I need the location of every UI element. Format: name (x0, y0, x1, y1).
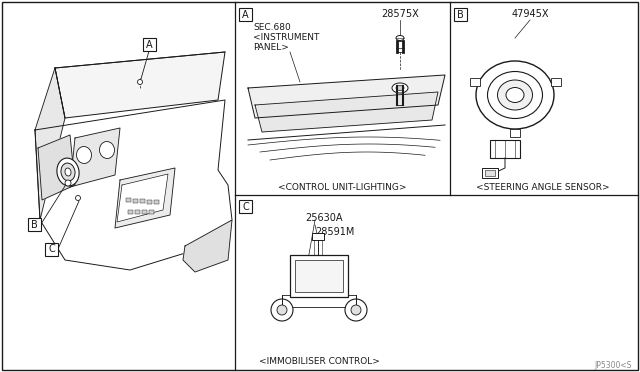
Text: A: A (242, 10, 249, 19)
Text: 47945X: 47945X (511, 9, 548, 19)
Bar (135, 210, 140, 214)
Ellipse shape (61, 163, 75, 181)
Bar (142, 210, 147, 214)
Ellipse shape (396, 35, 404, 41)
Text: SEC.680: SEC.680 (253, 22, 291, 32)
Circle shape (65, 180, 71, 186)
Bar (147, 199, 152, 203)
Ellipse shape (506, 87, 524, 103)
Polygon shape (38, 135, 75, 200)
Bar (485, 170, 495, 176)
Ellipse shape (345, 299, 367, 321)
Bar (239, 8, 252, 21)
Text: <STEERING ANGLE SENSOR>: <STEERING ANGLE SENSOR> (476, 183, 610, 192)
Text: B: B (31, 219, 38, 230)
Bar (482, 168, 498, 178)
Text: C: C (242, 202, 249, 212)
Text: 25630A: 25630A (305, 213, 342, 223)
Polygon shape (255, 92, 438, 132)
Text: <INSTRUMENT: <INSTRUMENT (253, 33, 319, 42)
Bar (290, 255, 348, 297)
Polygon shape (183, 220, 232, 272)
Text: B: B (457, 10, 464, 19)
Bar (490, 140, 520, 158)
Bar (126, 198, 131, 202)
Ellipse shape (77, 147, 92, 163)
Bar (282, 295, 356, 307)
Bar (454, 8, 467, 21)
Text: PANEL>: PANEL> (253, 44, 289, 52)
Polygon shape (117, 174, 168, 222)
Polygon shape (35, 100, 232, 270)
Ellipse shape (476, 61, 554, 129)
Text: <IMMOBILISER CONTROL>: <IMMOBILISER CONTROL> (259, 357, 380, 366)
Polygon shape (55, 52, 225, 118)
Text: JP5300<S: JP5300<S (595, 360, 632, 369)
Bar (470, 78, 480, 86)
Bar (128, 210, 133, 214)
Bar (295, 260, 343, 292)
Ellipse shape (396, 86, 404, 90)
Ellipse shape (488, 71, 543, 119)
Bar (28, 218, 41, 231)
Bar (551, 78, 561, 86)
Ellipse shape (65, 168, 71, 176)
Text: <CONTROL UNIT-LIGHTING>: <CONTROL UNIT-LIGHTING> (278, 183, 406, 192)
Bar (154, 200, 159, 204)
Bar (140, 199, 145, 203)
Polygon shape (35, 68, 65, 220)
Text: 28591M: 28591M (315, 227, 355, 237)
Ellipse shape (277, 305, 287, 315)
Polygon shape (115, 168, 175, 228)
Bar (45, 243, 58, 256)
Bar (239, 200, 252, 213)
Bar (143, 38, 156, 51)
Polygon shape (70, 128, 120, 187)
Bar (312, 233, 324, 240)
Text: C: C (48, 244, 55, 254)
Text: 28575X: 28575X (381, 9, 419, 19)
Bar (510, 129, 520, 137)
Ellipse shape (497, 80, 532, 110)
Text: A: A (146, 39, 153, 49)
Ellipse shape (392, 83, 408, 93)
Bar (149, 210, 154, 214)
Ellipse shape (99, 141, 115, 158)
Ellipse shape (351, 305, 361, 315)
Polygon shape (248, 75, 445, 118)
Bar (133, 199, 138, 202)
Circle shape (76, 196, 81, 201)
Ellipse shape (271, 299, 293, 321)
Circle shape (138, 80, 143, 84)
Ellipse shape (57, 158, 79, 186)
